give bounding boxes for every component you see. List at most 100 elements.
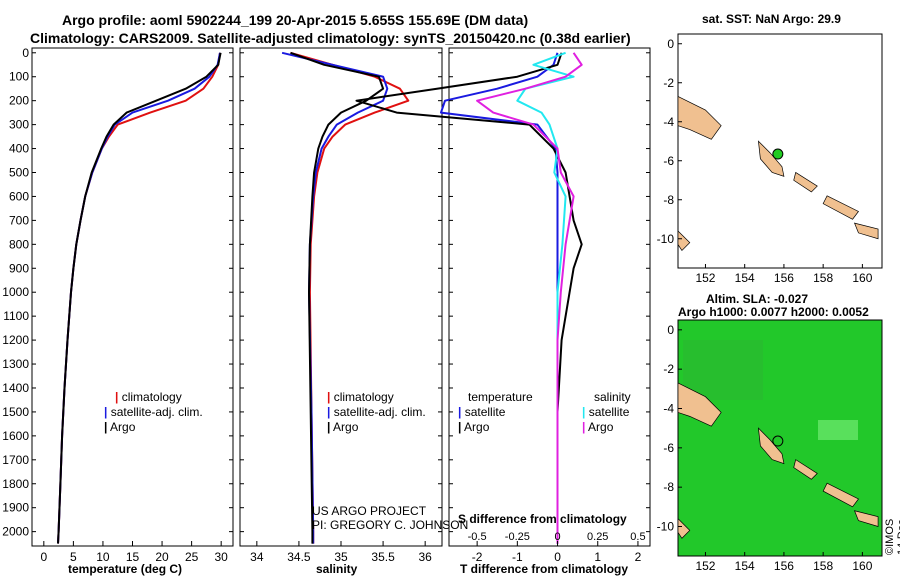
legend-climatology-2: | climatology: [327, 390, 394, 404]
ytick-label: 700: [9, 213, 29, 227]
map-ytick-label: -6: [663, 154, 674, 168]
legend-temp-title: temperature: [468, 390, 533, 404]
ytick-label: 1200: [2, 333, 29, 347]
panel-frame-2: [448, 47, 651, 547]
timestamp-stamp: ©IMOS 14-Dec-2018 05:05:51: [884, 515, 900, 555]
ytick-label: 1100: [3, 309, 29, 323]
top-land-bougainville: [757, 140, 785, 177]
header-line1: Argo profile: aoml 5902244_199 20-Apr-20…: [62, 12, 529, 28]
ytick-label: 1000: [2, 285, 29, 299]
top-land-isabel: [822, 195, 859, 220]
bottom-map: 152 154 156 158 160 0 -2 -4 -6 -8 -10: [657, 319, 883, 573]
xtick-label: 35: [334, 550, 348, 564]
salinity-xlabel: salinity: [316, 562, 358, 576]
map-xtick-label: 156: [774, 559, 794, 573]
ytick-label: 800: [9, 237, 29, 251]
bottom-map-highlight: [818, 420, 858, 440]
bottom-land-isabel: [822, 482, 859, 508]
ytick-label: 500: [9, 166, 29, 180]
ytick-label: 1700: [2, 453, 29, 467]
top-argo-marker: [772, 148, 784, 160]
xtick-label: 34: [250, 550, 264, 564]
legend-argo-2: | Argo: [327, 420, 359, 434]
series-line-0-0: [57, 52, 221, 544]
xtick-label-salinity: -0.25: [505, 531, 530, 543]
xtick-label-salinity: -0.5: [468, 531, 487, 543]
legend-argo: | Argo: [104, 420, 136, 434]
map-ytick-label: -6: [663, 441, 674, 455]
xtick-label: 2: [635, 550, 642, 564]
series-line-1-2: [290, 51, 385, 544]
bottom-land-guadalcanal: [853, 510, 879, 527]
map-xtick-label: 152: [695, 271, 715, 285]
map-xtick-label: 154: [735, 559, 755, 573]
map-ytick-label: -8: [663, 480, 674, 494]
pi-label: PI: GREGORY C. JOHNSON: [312, 518, 469, 532]
top-map: 152 154 156 158 160 0 -2 -4 -6 -8 -10: [657, 33, 883, 285]
xtick-label-salinity: 0.5: [630, 531, 645, 543]
xtick-label: 36: [418, 550, 432, 564]
ytick-label: 100: [9, 70, 29, 84]
map-ytick-label: -4: [663, 402, 674, 416]
bottom-map-shade: [683, 340, 763, 400]
xtick-label: -2: [472, 550, 483, 564]
map-ytick-label: -4: [663, 115, 674, 129]
map-ytick-label: -10: [657, 232, 675, 246]
ytick-label: 0: [22, 46, 29, 60]
ytick-label: 2000: [2, 525, 29, 539]
legend-sal-title: salinity: [594, 390, 631, 404]
series-line-0-2: [57, 52, 222, 544]
xtick-label: 30: [214, 550, 228, 564]
map-xtick-label: 152: [695, 559, 715, 573]
xtick-label: 0: [40, 550, 47, 564]
map-ytick-label: 0: [667, 323, 674, 337]
map-ytick-label: -10: [657, 520, 675, 534]
top-land-choiseul: [793, 171, 818, 193]
ytick-label: 1400: [2, 381, 29, 395]
ytick-label: 1300: [2, 357, 29, 371]
xtick-label: 25: [185, 550, 199, 564]
map-top-title: sat. SST: NaN Argo: 29.9: [702, 12, 841, 26]
map-xtick-label: 160: [852, 271, 872, 285]
series-line-2-1: [355, 52, 583, 544]
series-line-0-1: [57, 52, 221, 544]
bottom-argo-marker: [772, 435, 784, 447]
difference-top-xlabel: S difference from climatology: [458, 512, 627, 526]
top-land-newbritain: [677, 95, 722, 140]
xtick-label: 35.5: [371, 550, 395, 564]
ytick-label: 1800: [2, 477, 29, 491]
xtick-label: 5: [70, 550, 77, 564]
xtick-label-salinity: 0: [554, 531, 560, 543]
xtick-label: 1: [594, 550, 601, 564]
header-line2: Climatology: CARS2009. Satellite-adjuste…: [30, 30, 631, 46]
project-label: US ARGO PROJECT: [312, 504, 427, 518]
series-line-2-0: [440, 52, 559, 544]
ytick-label: 600: [9, 189, 29, 203]
xtick-label: 34.5: [287, 550, 311, 564]
top-land-png: [677, 230, 691, 251]
series-line-1-1: [281, 51, 389, 544]
bottom-land-bougainville: [757, 427, 785, 465]
series-line-2-2: [516, 51, 575, 544]
map-xtick-label: 158: [813, 559, 833, 573]
ytick-label: 1500: [2, 405, 29, 419]
map-xtick-label: 156: [774, 271, 794, 285]
series-line-2-3: [476, 52, 583, 544]
xtick-label: 15: [126, 550, 140, 564]
ytick-label: 1600: [2, 429, 29, 443]
map-bottom-title2: Argo h1000: 0.0077 h2000: 0.0052: [678, 305, 869, 319]
map-ytick-label: 0: [667, 37, 674, 51]
xtick-label: 0: [554, 550, 561, 564]
map-xtick-label: 160: [852, 559, 872, 573]
ytick-label: 400: [9, 142, 29, 156]
panel-frame-0: [31, 47, 234, 547]
xtick-label: 20: [155, 550, 169, 564]
legend-climatology: | climatology: [115, 390, 182, 404]
map-ytick-label: -2: [663, 76, 674, 90]
map-xtick-label: 154: [735, 271, 755, 285]
ytick-label: 900: [9, 261, 29, 275]
difference-xlabel: T difference from climatology: [460, 562, 629, 576]
temperature-xlabel: temperature (deg C): [68, 562, 183, 576]
ytick-label: 1900: [2, 501, 29, 515]
